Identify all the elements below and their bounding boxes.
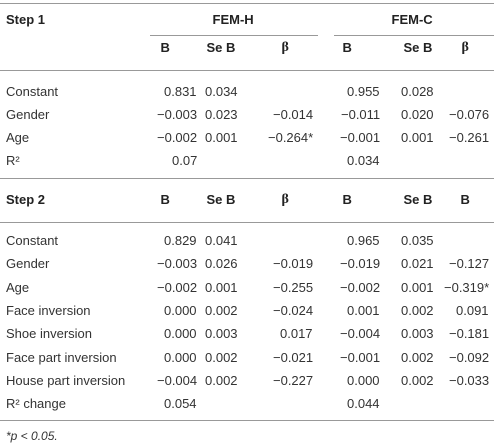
cell: −0.002	[340, 279, 381, 295]
cell: 0.035	[401, 233, 434, 248]
cell: 0.028	[401, 84, 434, 99]
cell: 0.044	[347, 396, 380, 412]
cell: 0.034	[347, 153, 380, 168]
cell: −0.011	[341, 107, 381, 122]
cell: 0.054	[164, 396, 197, 412]
rule	[0, 3, 494, 4]
rule	[0, 178, 494, 179]
column-header: Se B	[403, 192, 433, 207]
cell: 0.001	[205, 130, 238, 145]
cell: −0.261	[449, 130, 490, 145]
row-label: Gender	[6, 256, 50, 272]
column-header: B	[342, 40, 352, 55]
row-label: R² change	[6, 396, 66, 412]
cell: −0.003	[157, 107, 198, 122]
row-label: Age	[6, 279, 30, 295]
cell: 0.955	[347, 84, 380, 99]
rule	[0, 222, 494, 223]
row-label: Shoe inversion	[6, 326, 92, 342]
cell: 0.001	[205, 279, 238, 295]
cell: 0.002	[205, 372, 238, 388]
cell: 0.965	[347, 233, 380, 248]
footnote: *p < 0.05.	[6, 429, 58, 443]
cell: −0.076	[449, 107, 490, 122]
cell: 0.000	[164, 302, 197, 318]
cell: −0.014	[273, 107, 314, 122]
group-header: FEM-C	[391, 12, 433, 27]
cell: 0.041	[205, 233, 238, 248]
rule	[150, 35, 318, 36]
column-header: Se B	[206, 192, 236, 207]
cell: −0.255	[273, 279, 314, 295]
cell: 0.034	[205, 84, 238, 99]
column-header: Se B	[403, 40, 433, 55]
column-header: B	[342, 192, 352, 207]
column-header: B	[460, 192, 470, 207]
cell: 0.002	[401, 302, 434, 318]
cell: −0.319*	[444, 279, 490, 295]
cell: −0.004	[157, 372, 198, 388]
column-header: B	[160, 192, 170, 207]
cell: −0.019	[340, 256, 381, 272]
cell: 0.026	[205, 256, 238, 272]
cell: 0.000	[347, 372, 380, 388]
cell: 0.091	[456, 302, 489, 318]
cell: −0.227	[273, 372, 314, 388]
cell: −0.004	[340, 326, 381, 342]
cell: 0.002	[401, 349, 434, 365]
step-title: Step 1	[6, 12, 46, 27]
cell: −0.021	[273, 349, 314, 365]
cell: 0.002	[401, 372, 434, 388]
row-label: Age	[6, 130, 30, 145]
cell: −0.002	[157, 130, 198, 145]
cell: 0.002	[205, 302, 238, 318]
row-label: R²	[6, 153, 20, 168]
rule	[0, 70, 494, 71]
cell: 0.001	[401, 130, 434, 145]
column-header: Se B	[206, 40, 236, 55]
rule	[334, 35, 494, 36]
row-label: Constant	[6, 84, 59, 99]
cell: 0.003	[205, 326, 238, 342]
rule	[0, 420, 494, 421]
cell: −0.181	[449, 326, 490, 342]
cell: −0.264*	[268, 130, 314, 145]
cell: 0.020	[401, 107, 434, 122]
step-title: Step 2	[6, 192, 46, 207]
cell: 0.831	[164, 84, 197, 99]
cell: 0.000	[164, 326, 197, 342]
row-label: House part inversion	[6, 372, 126, 388]
column-header: β	[281, 40, 289, 55]
cell: 0.002	[205, 349, 238, 365]
cell: −0.127	[449, 256, 490, 272]
group-header: FEM-H	[212, 12, 254, 27]
cell: 0.017	[280, 326, 313, 342]
cell: −0.001	[340, 130, 381, 145]
cell: −0.024	[273, 302, 314, 318]
cell: −0.033	[449, 372, 490, 388]
cell: 0.003	[401, 326, 434, 342]
cell: 0.023	[205, 107, 238, 122]
row-label: Face part inversion	[6, 349, 117, 365]
row-label: Constant	[6, 233, 59, 248]
cell: 0.001	[401, 279, 434, 295]
cell: 0.829	[164, 233, 197, 248]
cell: 0.000	[164, 349, 197, 365]
cell: 0.001	[347, 302, 380, 318]
row-label: Face inversion	[6, 302, 91, 318]
cell: 0.07	[172, 153, 198, 168]
cell: −0.092	[449, 349, 490, 365]
cell: −0.002	[157, 279, 198, 295]
column-header: B	[160, 40, 170, 55]
cell: −0.001	[340, 349, 381, 365]
column-header: β	[461, 40, 469, 55]
cell: −0.003	[157, 256, 198, 272]
row-label: Gender	[6, 107, 50, 122]
cell: −0.019	[273, 256, 314, 272]
column-header: β	[281, 192, 289, 207]
cell: 0.021	[401, 256, 434, 272]
